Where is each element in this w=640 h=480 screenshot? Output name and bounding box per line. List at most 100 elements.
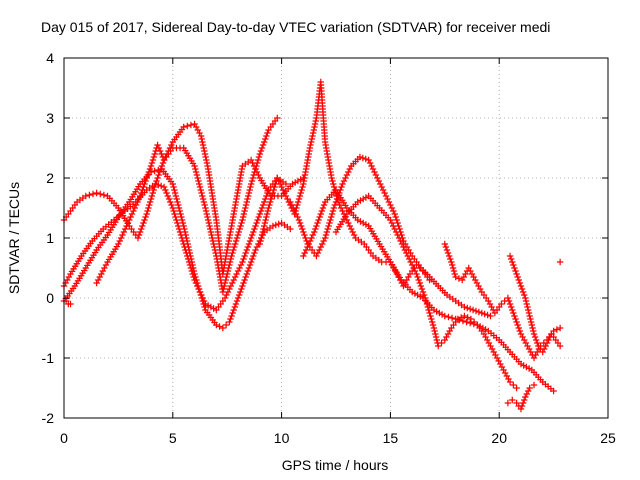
data-point xyxy=(275,220,282,228)
data-point xyxy=(136,192,144,200)
data-point xyxy=(393,228,400,236)
data-point xyxy=(151,167,158,175)
data-point xyxy=(313,252,320,260)
data-point xyxy=(208,231,215,239)
data-point xyxy=(123,222,130,230)
data-point xyxy=(233,270,240,278)
data-point xyxy=(249,159,256,167)
data-point xyxy=(443,246,451,254)
data-point xyxy=(394,231,401,239)
data-point xyxy=(192,273,199,281)
data-point xyxy=(195,285,203,293)
x-tick-label: 20 xyxy=(491,430,507,446)
data-point xyxy=(309,132,316,140)
data-point xyxy=(438,339,445,347)
data-point xyxy=(397,237,404,245)
data-point xyxy=(459,317,467,325)
data-point xyxy=(294,213,301,221)
data-point xyxy=(394,219,401,227)
data-point xyxy=(340,177,348,185)
data-point xyxy=(368,162,375,170)
data-point xyxy=(203,159,211,167)
data-point xyxy=(170,207,177,215)
data-point xyxy=(297,222,305,230)
data-point xyxy=(180,222,187,230)
data-point xyxy=(309,231,317,239)
data-point xyxy=(452,273,459,281)
data-point xyxy=(216,323,223,330)
data-point xyxy=(304,243,311,251)
series-track-5 xyxy=(256,78,433,290)
data-point xyxy=(204,216,212,224)
data-point xyxy=(261,219,269,227)
data-point xyxy=(445,252,453,260)
data-point xyxy=(295,195,303,203)
data-point xyxy=(296,219,304,227)
data-point xyxy=(450,267,458,275)
data-point xyxy=(428,318,436,326)
data-point xyxy=(425,306,432,314)
data-point xyxy=(242,273,249,281)
data-point xyxy=(527,318,535,326)
data-point xyxy=(418,285,426,293)
data-point xyxy=(142,177,149,185)
data-point xyxy=(302,246,310,254)
data-point xyxy=(259,141,267,149)
data-point xyxy=(255,153,263,161)
series-track-4 xyxy=(93,120,307,287)
data-point xyxy=(319,240,326,248)
data-point xyxy=(475,282,482,290)
data-point xyxy=(408,261,416,269)
data-point xyxy=(207,228,215,236)
data-point xyxy=(247,183,254,191)
data-point xyxy=(243,246,250,254)
data-point xyxy=(102,261,110,269)
data-point xyxy=(207,225,214,233)
data-point xyxy=(387,201,394,209)
data-point xyxy=(428,315,435,323)
data-point xyxy=(181,225,188,233)
data-point xyxy=(146,165,154,173)
data-point xyxy=(270,186,277,194)
data-point xyxy=(205,219,213,227)
data-point xyxy=(509,306,516,314)
data-point xyxy=(165,195,173,203)
data-point xyxy=(253,219,260,227)
data-point xyxy=(487,312,494,320)
data-point xyxy=(186,249,193,257)
data-point xyxy=(460,273,468,281)
data-point xyxy=(525,309,533,317)
data-point xyxy=(324,225,331,233)
data-point xyxy=(375,177,382,185)
data-point xyxy=(294,198,302,206)
data-point xyxy=(250,162,258,170)
data-point xyxy=(259,201,267,209)
data-point xyxy=(251,249,258,257)
data-point xyxy=(275,177,282,185)
data-point xyxy=(300,228,307,236)
data-point xyxy=(156,168,163,176)
data-point xyxy=(192,168,200,176)
data-point xyxy=(266,201,273,209)
data-point xyxy=(200,144,207,152)
data-point xyxy=(448,261,456,269)
data-point xyxy=(497,360,504,368)
data-point xyxy=(250,252,257,260)
data-point xyxy=(175,204,183,212)
data-point xyxy=(531,333,539,341)
data-point xyxy=(322,231,330,239)
data-point xyxy=(234,294,242,302)
series-track-11 xyxy=(504,381,538,413)
data-point xyxy=(244,195,251,203)
data-point xyxy=(299,225,306,233)
data-point xyxy=(260,225,267,233)
data-point xyxy=(256,150,264,158)
data-point xyxy=(162,186,169,194)
data-point xyxy=(530,354,538,362)
data-point xyxy=(187,255,195,263)
data-point xyxy=(126,216,133,224)
data-point xyxy=(312,117,319,125)
y-tick-label: 4 xyxy=(46,50,54,66)
data-point xyxy=(556,324,564,332)
data-point xyxy=(267,195,275,203)
